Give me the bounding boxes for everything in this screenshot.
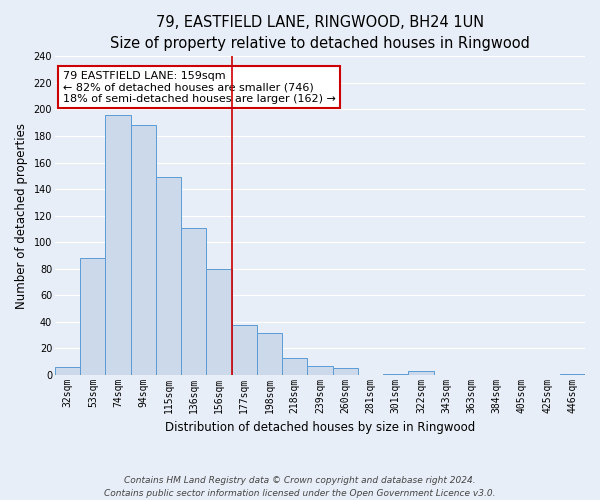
Bar xyxy=(282,358,307,375)
Bar xyxy=(80,258,106,375)
Bar xyxy=(409,371,434,375)
Bar xyxy=(232,324,257,375)
Bar xyxy=(181,228,206,375)
Bar xyxy=(307,366,332,375)
Bar xyxy=(206,269,232,375)
Bar xyxy=(106,115,131,375)
Bar xyxy=(383,374,409,375)
Bar xyxy=(131,126,156,375)
Title: 79, EASTFIELD LANE, RINGWOOD, BH24 1UN
Size of property relative to detached hou: 79, EASTFIELD LANE, RINGWOOD, BH24 1UN S… xyxy=(110,15,530,51)
Text: 79 EASTFIELD LANE: 159sqm
← 82% of detached houses are smaller (746)
18% of semi: 79 EASTFIELD LANE: 159sqm ← 82% of detac… xyxy=(63,70,336,104)
Text: Contains HM Land Registry data © Crown copyright and database right 2024.
Contai: Contains HM Land Registry data © Crown c… xyxy=(104,476,496,498)
Y-axis label: Number of detached properties: Number of detached properties xyxy=(15,122,28,308)
Bar xyxy=(55,367,80,375)
Bar xyxy=(560,374,585,375)
Bar xyxy=(332,368,358,375)
Bar xyxy=(257,332,282,375)
X-axis label: Distribution of detached houses by size in Ringwood: Distribution of detached houses by size … xyxy=(165,422,475,434)
Bar xyxy=(156,177,181,375)
